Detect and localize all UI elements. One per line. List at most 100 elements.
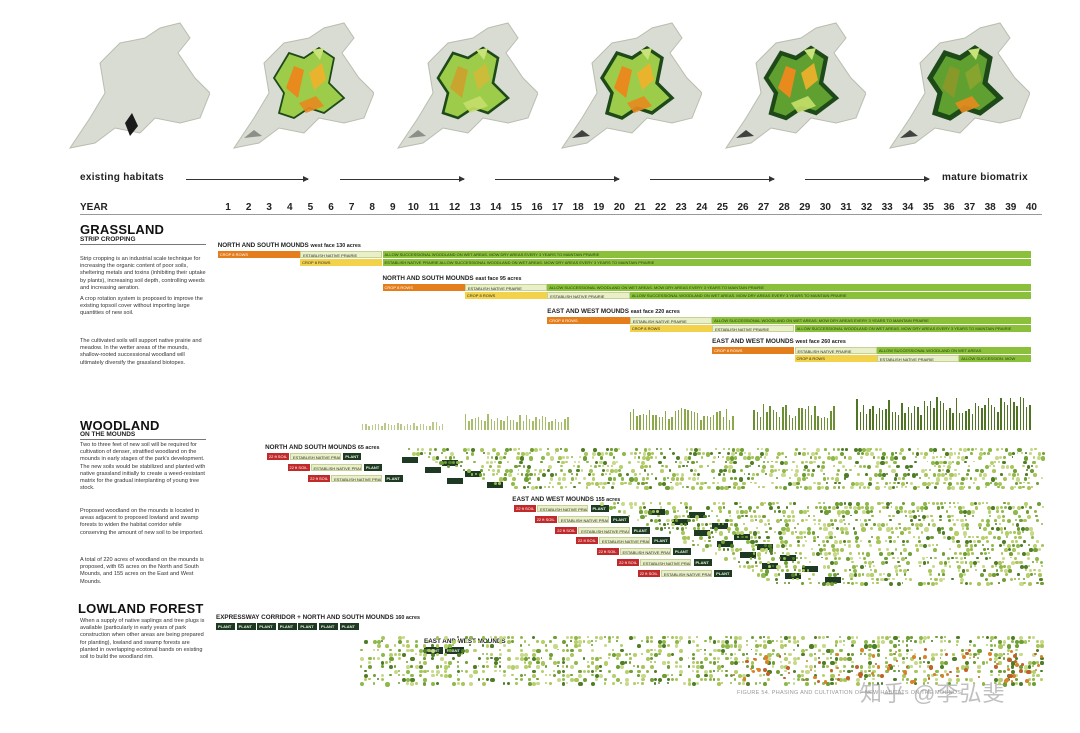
lowland-canopy-dot: [822, 665, 825, 668]
lowland-canopy-dot: [851, 640, 856, 645]
year-2: 2: [245, 202, 252, 213]
growth-tick-3: [785, 405, 787, 430]
lowland-canopy-dot: [771, 640, 774, 643]
woodland-north-canopy-dot: [841, 485, 845, 489]
woodland-east-canopy-dot: [794, 569, 796, 572]
lowland-canopy-dot: [582, 678, 587, 683]
woodland-east-canopy-dot: [750, 518, 754, 523]
woodland-east-canopy-dot: [1025, 527, 1029, 532]
growth-tick-4: [881, 410, 884, 430]
woodland-north-canopy-dot: [598, 464, 601, 468]
lowland-canopy-dot: [586, 661, 589, 664]
woodland-north-canopy-dot: [533, 473, 537, 477]
lowland-canopy-dot: [385, 661, 388, 664]
woodland-north-canopy-dot: [683, 456, 689, 461]
lowland-canopy-dot: [641, 652, 644, 655]
lowland-canopy-dot: [809, 665, 814, 670]
lowland-accent-dot: [988, 658, 992, 662]
woodland-north-canopy-dot: [619, 464, 624, 469]
woodland-east-canopy-dot: [773, 531, 776, 534]
lowland-canopy-dot: [738, 636, 742, 640]
woodland-north-canopy-dot: [495, 473, 498, 476]
lowland-canopy-dot: [746, 652, 749, 655]
woodland-soil-1-5: 22 ft SOIL: [617, 559, 640, 566]
lowland-accent-dot: [962, 654, 967, 660]
lowland-canopy-dot: [767, 661, 771, 665]
woodland-east-canopy-dot: [684, 523, 688, 527]
lowland-canopy-dot: [1027, 682, 1032, 686]
woodland-north-canopy-dot: [1040, 456, 1046, 461]
lowland-accent-dot: [855, 665, 860, 670]
woodland-prairie-1-4: ESTABLISH NATIVE PRAIRIE: [619, 548, 671, 556]
woodland-east-canopy-dot: [649, 518, 654, 523]
woodland-east-canopy-dot: [964, 539, 969, 544]
woodland-north-canopy-dot: [605, 448, 609, 451]
woodland-north-canopy-dot: [862, 448, 866, 452]
woodland-north-canopy-dot: [588, 473, 592, 477]
lowland-canopy-dot: [700, 665, 704, 669]
growth-tick-1: [493, 420, 496, 430]
woodland-east-canopy-dot: [797, 544, 801, 547]
lowland-canopy-dot: [935, 682, 938, 685]
lowland-canopy-dot: [851, 636, 855, 640]
lowland-accent-dot: [1014, 660, 1018, 664]
woodland-east-canopy-dot: [979, 552, 983, 556]
lowland-accent-dot: [751, 669, 755, 673]
woodland-north-canopy-dot: [993, 460, 997, 464]
woodland-east-canopy-dot: [999, 506, 1004, 510]
woodland-north-canopy-dot: [856, 452, 860, 455]
lowland-accent-dot: [874, 663, 878, 666]
woodland-east-canopy-dot: [755, 565, 758, 568]
lowland-canopy-dot: [729, 652, 733, 656]
woodland-north-canopy-dot: [770, 464, 775, 469]
woodland-east-canopy-dot: [870, 573, 874, 577]
lowland-canopy-dot: [918, 657, 922, 660]
woodland-east-canopy-dot: [974, 569, 977, 572]
woodland-east-canopy-dot: [942, 535, 947, 540]
growth-tick-4: [913, 405, 916, 430]
woodland-east-canopy-dot: [672, 527, 675, 530]
lowland-canopy-dot: [603, 661, 608, 666]
lowland-canopy-dot: [633, 636, 637, 640]
woodland-east-canopy-dot: [814, 523, 817, 526]
grassland-group-heading-1: NORTH AND SOUTH MOUNDS east face 95 acre…: [383, 275, 522, 282]
lowland-canopy-dot: [397, 636, 402, 641]
woodland-north-canopy-dot: [662, 481, 667, 486]
woodland-east-canopy-dot: [836, 506, 839, 509]
grassland-bar-3-1-1: ESTABLISH NATIVE PRAIRIE: [876, 355, 960, 362]
growth-tick-3: [756, 411, 759, 430]
lowland-canopy-dot: [948, 678, 953, 683]
woodland-north-canopy-dot: [730, 452, 736, 457]
woodland-north-canopy-dot: [654, 477, 657, 480]
woodland-north-canopy-dot: [671, 477, 675, 482]
woodland-north-canopy-dot: [463, 448, 467, 452]
lowland-canopy-dot: [456, 661, 459, 664]
woodland-north-canopy-dot: [815, 448, 820, 452]
woodland-east-canopy-dot: [949, 548, 952, 551]
lowland-canopy-dot: [868, 661, 873, 666]
woodland-east-canopy-dot: [923, 544, 928, 549]
woodland-east-canopy-dot: [853, 510, 858, 515]
woodland-east-canopy-dot: [1024, 565, 1029, 570]
woodland-east-canopy-dot: [966, 527, 969, 530]
lowland-canopy-dot: [557, 648, 560, 651]
lowland-canopy-dot: [414, 644, 419, 649]
woodland-north-canopy-dot: [591, 456, 595, 459]
woodland-east-canopy-dot: [922, 581, 926, 585]
lowland-canopy-dot: [914, 640, 918, 644]
woodland-north-canopy-dot: [557, 460, 560, 464]
woodland-north-canopy-dot: [628, 481, 632, 485]
woodland-east-canopy-dot: [942, 577, 945, 580]
woodland-north-canopy-dot: [543, 485, 546, 489]
lowland-canopy-dot: [1002, 640, 1006, 644]
woodland-north-canopy-dot: [802, 473, 806, 477]
woodland-north-canopy-dot: [668, 448, 671, 450]
woodland-north-canopy-dot: [691, 460, 695, 465]
woodland-east-canopy-dot: [1014, 539, 1019, 543]
lowland-canopy-dot: [435, 669, 440, 674]
lowland-canopy-dot: [1011, 640, 1014, 643]
growth-tick-1: [557, 422, 560, 430]
grassland-bar-3-0-0: CROP 8 ROWS: [712, 347, 795, 354]
woodland-east-canopy-dot: [647, 510, 653, 515]
lowland-canopy-dot: [360, 648, 363, 652]
